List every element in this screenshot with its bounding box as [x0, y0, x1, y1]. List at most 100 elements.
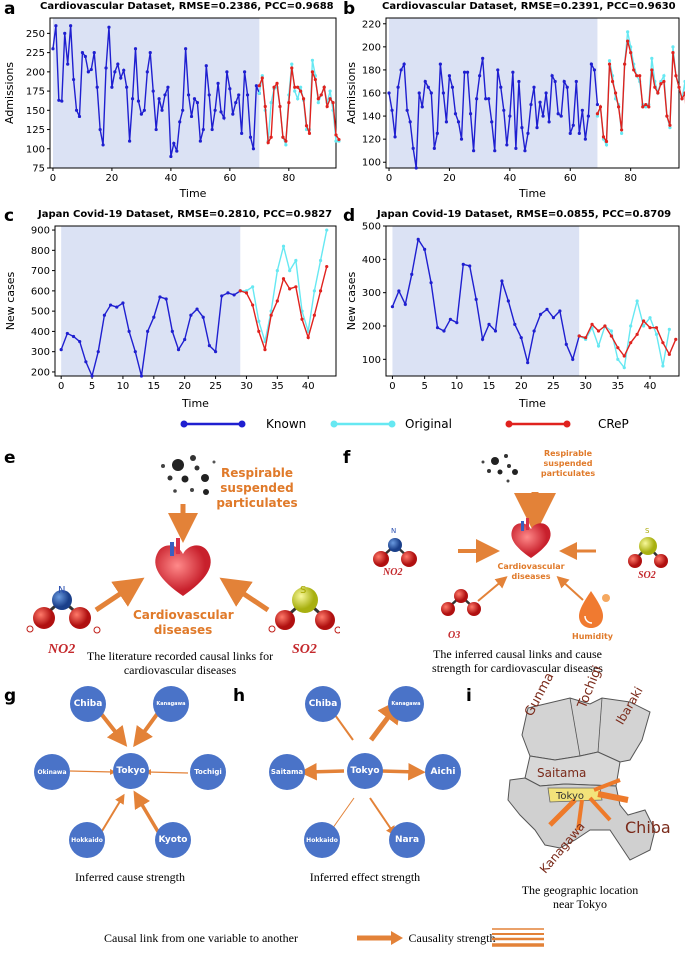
chart-d-crep-point [609, 334, 613, 338]
chart-b-crep-point [650, 68, 654, 72]
chart-a-known-point [119, 76, 123, 80]
chart-c-known-point [164, 297, 168, 301]
chart-a-original-point [334, 139, 338, 143]
chart-b-known-point [556, 112, 560, 116]
map-label-chiba: Chiba [625, 818, 671, 837]
f-humidity-label: Humidity [572, 632, 613, 641]
chart-c-crep-point [312, 313, 316, 317]
f-no2-molecule-icon [373, 538, 417, 567]
f-atom-n: N [391, 527, 397, 535]
chart-a-xtick-label: 40 [165, 173, 178, 184]
chart-a-crep-point [293, 85, 297, 89]
chart-c-original-point [251, 285, 255, 289]
e-no2-label: NO2 [48, 642, 76, 657]
chart-a-original-point [296, 97, 300, 101]
chart-d-ytick-label: 200 [362, 322, 381, 333]
chart-d-crep-point [584, 336, 588, 340]
chart-b-known-point [462, 70, 467, 74]
chart-c-crep-point [281, 277, 286, 281]
chart-a-original-point [257, 91, 261, 95]
g-caption: Inferred cause strength [75, 870, 185, 884]
panel-f-graphics [373, 454, 668, 628]
chart-a-ytick-label: 200 [26, 67, 45, 78]
chart-b-crep-point [674, 74, 678, 78]
footer-strength-lines-icon [492, 928, 544, 947]
f-so2-molecule-icon [628, 537, 668, 568]
chart-b-known-point [583, 137, 587, 141]
chart-a-known-point [148, 51, 152, 55]
panel-letter-c: c [4, 206, 15, 226]
chart-b-ytick-label: 180 [362, 65, 381, 76]
chart-a-ytick-label: 75 [32, 164, 45, 175]
legend-known-marker [180, 420, 246, 428]
chart-c-xtick-label: 40 [302, 381, 315, 392]
chart-d-known-point [551, 316, 556, 320]
chart-a-known-point [175, 149, 179, 153]
chart-c-known-point [176, 348, 181, 352]
chart-d-known-point [558, 309, 562, 313]
chart-a-original-point [260, 74, 264, 78]
chart-d-known-point [500, 279, 504, 283]
chart-b-known-point [562, 79, 566, 84]
chart-b-original-point [607, 59, 612, 63]
chart-d-ylabel: New cases [345, 271, 358, 330]
chart-a-crep-point [296, 85, 300, 89]
chart-d-known-point [461, 262, 465, 266]
chart-c-crep-point [269, 313, 273, 317]
chart-a: 0 20 40 60 80 75 100 125 150 175 200 225 250 Time Admi… [3, 17, 341, 200]
chart-d-known-point [513, 322, 517, 326]
chart-a-crep-point [301, 97, 306, 101]
chart-b-known-point [468, 112, 473, 116]
chart-b-known-point [520, 126, 524, 130]
chart-b-known-point [481, 56, 485, 60]
chart-a-crep-point [325, 104, 329, 109]
chart-a-known-point [216, 81, 220, 85]
chart-b-known-point [571, 123, 575, 127]
chart-a-known-point [178, 120, 182, 124]
chart-c-ytick-label: 800 [31, 246, 50, 257]
panel-letter-b: b [343, 0, 356, 19]
chart-d-original-point [661, 364, 665, 368]
chart-d-xtick-label: 0 [389, 381, 395, 392]
chart-d-known-point [564, 342, 568, 346]
chart-a-known-point [195, 101, 200, 105]
g-node-tokyo: Tokyo [113, 753, 149, 789]
chart-d-known-point [442, 329, 446, 333]
chart-a-known-point [51, 47, 55, 51]
i-caption: The geographic location near Tokyo [521, 883, 639, 911]
chart-a-known-point [225, 70, 229, 74]
chart-a-known-point [107, 25, 111, 29]
legend-original-label: Original [405, 417, 452, 431]
chart-a-crep-point [299, 89, 303, 93]
chart-a-crep-point [307, 131, 312, 135]
chart-c-xtick-label: 35 [271, 381, 284, 392]
chart-c-original-point [288, 268, 292, 273]
chart-c-known-point [220, 294, 224, 298]
legend-crep-label: CReP [598, 417, 629, 431]
chart-d-original-point [635, 299, 639, 303]
chart-b-original-point [668, 126, 672, 130]
h-node-tokyo: Tokyo [347, 753, 383, 789]
chart-b-crep-point [680, 97, 684, 101]
chart-d-known-point [493, 329, 498, 333]
chart-b-known-point [565, 85, 569, 89]
chart-a-xtick-label: 80 [282, 173, 295, 184]
chart-c-known-point [96, 350, 100, 354]
chart-b-known-line [388, 58, 599, 169]
chart-b-known-point [393, 135, 397, 139]
chart-a-crep-point [290, 66, 294, 70]
particulates-icon [161, 455, 216, 495]
map-label-saitama: Saitama [537, 766, 587, 780]
chart-a-crep-point [278, 104, 282, 109]
chart-b-known-point [405, 108, 409, 112]
chart-title-d: Japan Covid-19 Dataset, RMSE=0.0855, PCC… [377, 209, 672, 220]
chart-b-ytick-label: 140 [362, 112, 381, 123]
chart-b-known-point [487, 97, 491, 101]
legend-crep-marker [505, 420, 571, 428]
chart-a-known-point [77, 114, 82, 119]
chart-b-original-point [626, 30, 630, 34]
chart-d-known-point [487, 322, 491, 326]
chart-c-original-point [318, 258, 323, 263]
chart-a-known-point [130, 97, 135, 101]
chart-c-original-point [281, 244, 286, 248]
